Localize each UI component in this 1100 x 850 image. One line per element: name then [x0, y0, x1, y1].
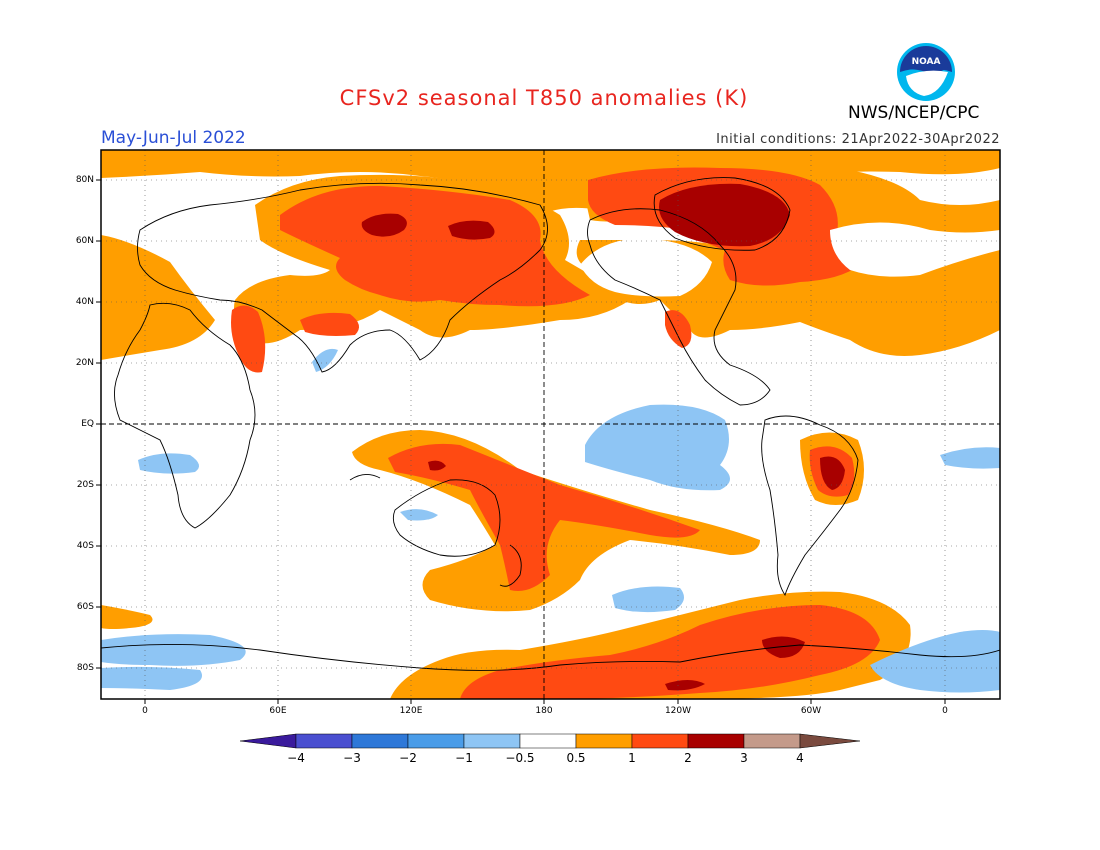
india-cool — [312, 348, 338, 372]
colorbar-label: −0.5 — [505, 751, 535, 765]
eastern-atlantic-white — [830, 222, 1000, 277]
southern-ocean-peak — [665, 680, 705, 691]
south-america-east-cool — [940, 447, 1000, 469]
map-title: CFSv2 seasonal T850 anomalies (K) — [0, 86, 1100, 110]
antarctic-west-cool — [101, 634, 246, 666]
eurasia-strong-warm — [280, 185, 590, 307]
lat-label: 20S — [76, 480, 94, 490]
maritime-peak — [428, 460, 446, 471]
lat-label: 40S — [76, 541, 94, 551]
anomaly-field — [101, 150, 1000, 699]
antarctic-core-warm — [101, 605, 153, 629]
antarctic-west-cool-2 — [101, 666, 202, 690]
lat-label: 60S — [76, 602, 94, 612]
initial-conditions-label: Initial conditions: 21Apr2022-30Apr2022 — [716, 132, 1000, 147]
colorbar — [239, 733, 861, 749]
indian-ocean-cool — [138, 453, 199, 474]
north-pacific-white — [580, 238, 712, 297]
lat-label: 80N — [75, 175, 94, 185]
lat-label: 40N — [75, 297, 94, 307]
lat-label: 60N — [75, 236, 94, 246]
colorbar-label: 3 — [740, 751, 748, 765]
ticks — [96, 179, 946, 704]
antarctic-peninsula-peak — [762, 636, 805, 658]
colorbar-label: −3 — [343, 751, 361, 765]
colorbar-label: −2 — [399, 751, 417, 765]
greenland-peak — [659, 183, 790, 247]
us-west-warm — [665, 310, 692, 348]
lat-label: 20N — [75, 358, 94, 368]
eurasia-peak-east — [448, 220, 495, 240]
tropical-pacific-cool — [585, 404, 730, 491]
antarctic-east-cool — [870, 630, 1000, 693]
middle-east-warm — [231, 305, 266, 373]
season-label: May-Jun-Jul 2022 — [101, 128, 246, 148]
lon-label: 0 — [142, 706, 148, 716]
south-indian-cool — [400, 509, 438, 521]
lat-label: 80S — [76, 663, 94, 673]
lon-label: 60W — [800, 706, 822, 716]
lon-label: 0 — [942, 706, 948, 716]
colorbar-label: 1 — [628, 751, 636, 765]
lat-label: EQ — [81, 419, 94, 429]
south-pacific-cool — [612, 586, 684, 613]
coastlines — [101, 177, 1000, 671]
lon-label: 60E — [269, 706, 287, 716]
map-title-text: CFSv2 seasonal T850 anomalies (K) — [339, 86, 749, 110]
colorbar-label: 0.5 — [566, 751, 586, 765]
colorbar-label: 2 — [684, 751, 692, 765]
lon-label: 120E — [399, 706, 423, 716]
colorbar-label: −4 — [287, 751, 305, 765]
colorbar-label: −1 — [455, 751, 473, 765]
southern-ocean-strong-warm — [460, 605, 880, 699]
noaa-logo-icon: NOAA — [897, 43, 955, 101]
lon-label: 120W — [664, 706, 692, 716]
brazil-peak — [820, 456, 845, 490]
logo-text: NOAA — [912, 57, 941, 67]
eurasia-peak-west — [361, 213, 407, 237]
lon-label: 180 — [535, 706, 553, 716]
agency-label: NWS/NCEP/CPC — [848, 103, 980, 123]
med-warm — [300, 312, 359, 336]
west-africa-warm — [101, 235, 215, 360]
colorbar-label: 4 — [796, 751, 804, 765]
